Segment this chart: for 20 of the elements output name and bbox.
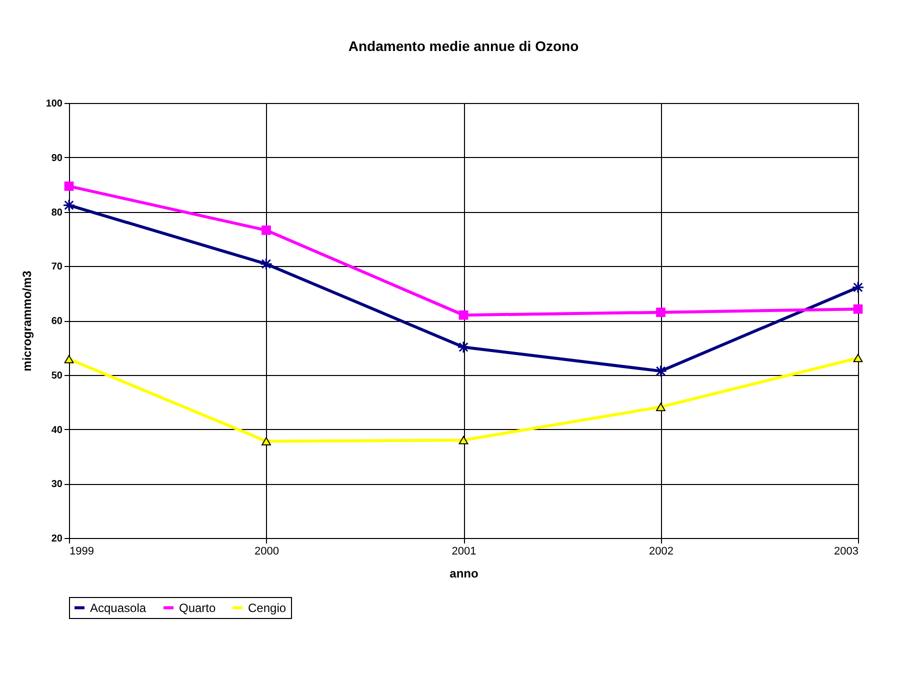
y-tick-label: 90 [51, 152, 63, 164]
x-axis-title: anno [450, 566, 478, 580]
y-tick-label: 60 [51, 316, 63, 327]
x-tick-label: 1999 [70, 546, 94, 558]
x-tick-label: 2000 [254, 546, 279, 558]
y-tick-label: 70 [51, 262, 63, 273]
y-tick-label: 30 [51, 479, 63, 490]
y-tick-label: 100 [46, 98, 63, 110]
y-axis-title: microgrammo/m3 [20, 270, 34, 372]
chart-title: Andamento medie annue di Ozono [348, 38, 579, 54]
legend-label: Quarto [179, 600, 216, 615]
x-tick-label: 2001 [452, 546, 476, 558]
x-tick-label: 2002 [649, 546, 674, 558]
legend-label: Acquasola [90, 600, 146, 615]
y-tick-label: 80 [51, 207, 63, 218]
y-tick-label: 50 [51, 370, 63, 382]
y-tick-label: 40 [51, 424, 63, 436]
x-tick-label: 2003 [834, 546, 858, 558]
legend-label: Cengio [248, 600, 286, 615]
y-tick-label: 20 [51, 534, 63, 544]
